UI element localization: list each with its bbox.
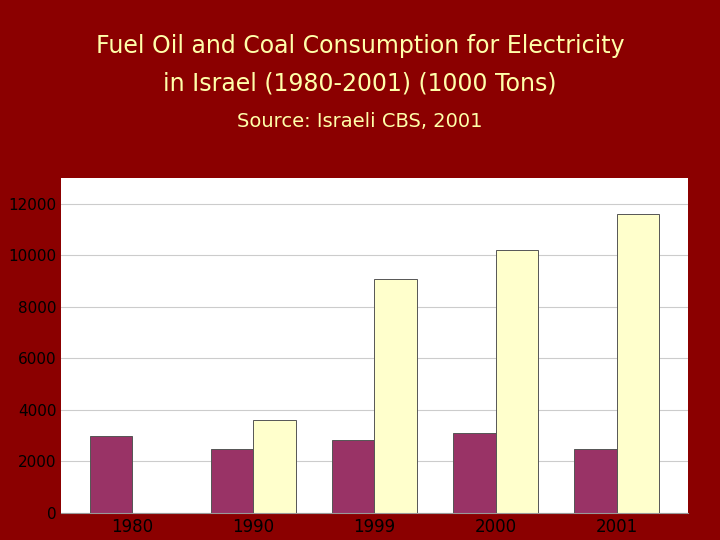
Bar <box>253 420 296 513</box>
Text: Fuel Oil and Coal Consumption for Electricity: Fuel Oil and Coal Consumption for Electr… <box>96 34 624 58</box>
Bar <box>211 449 253 513</box>
Bar <box>575 449 617 513</box>
Bar <box>332 440 374 513</box>
Bar <box>453 433 495 513</box>
Bar <box>617 214 659 513</box>
Text: in Israel (1980-2001) (1000 Tons): in Israel (1980-2001) (1000 Tons) <box>163 72 557 96</box>
Bar <box>495 251 538 513</box>
Bar <box>90 436 132 513</box>
Text: Source: Israeli CBS, 2001: Source: Israeli CBS, 2001 <box>238 112 482 131</box>
Bar <box>374 279 417 513</box>
